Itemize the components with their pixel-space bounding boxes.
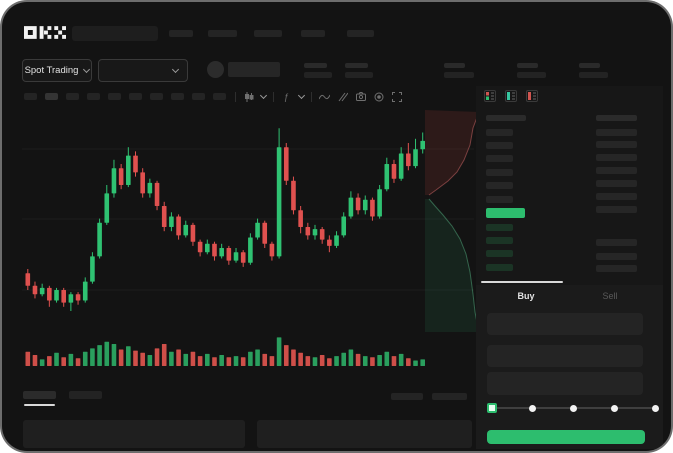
orderbook-row[interactable]: [596, 154, 637, 162]
nav-item[interactable]: [169, 30, 193, 37]
last-price-badge[interactable]: [486, 208, 525, 218]
nav-item[interactable]: [254, 30, 282, 37]
pair-dropdown[interactable]: [98, 59, 188, 82]
line-tool-icon[interactable]: [319, 91, 330, 102]
book-price-header: [486, 115, 526, 121]
orderbook-row[interactable]: [486, 236, 513, 244]
amount-input[interactable]: [487, 345, 643, 367]
market-type-dropdown[interactable]: Spot Trading: [22, 59, 92, 82]
active-tab-indicator: [481, 281, 563, 283]
orderbook-row[interactable]: [486, 128, 513, 136]
slider-stop-dot[interactable]: [528, 404, 536, 412]
bottom-action[interactable]: [432, 393, 467, 400]
stat-value: [304, 72, 332, 78]
orderbook-row[interactable]: [596, 193, 637, 200]
timeframe-button[interactable]: [171, 93, 184, 100]
nav-item[interactable]: [208, 30, 237, 37]
timeframe-button[interactable]: [24, 93, 37, 100]
orderbook-row[interactable]: [596, 265, 637, 272]
buy-submit-button[interactable]: [487, 430, 645, 444]
stat-label: [579, 63, 600, 68]
stat-value: [444, 72, 474, 78]
orderbook-row[interactable]: [486, 155, 513, 163]
stat-label: [517, 63, 538, 68]
nav-item[interactable]: [301, 30, 325, 37]
stat-label: [304, 63, 327, 68]
timeframe-button[interactable]: [87, 93, 100, 100]
divider: [311, 91, 312, 102]
stat-label: [444, 63, 465, 68]
candles-style-icon[interactable]: [243, 91, 254, 102]
tab-buy[interactable]: Buy: [517, 291, 535, 301]
orderbook-row[interactable]: [486, 263, 513, 271]
orderbook-row[interactable]: [486, 250, 513, 258]
drawing-tools-icon[interactable]: [337, 91, 348, 102]
pair-name-placeholder: [228, 62, 280, 77]
orderbook-row[interactable]: [486, 182, 513, 190]
orderbook-row[interactable]: [596, 180, 637, 188]
orderbook-row[interactable]: [596, 253, 637, 260]
orderbook-row[interactable]: [596, 205, 637, 213]
orderbook-row[interactable]: [596, 238, 637, 246]
book-bids-icon[interactable]: [505, 90, 517, 102]
nav-item[interactable]: [347, 30, 374, 37]
stat-label: [345, 63, 368, 68]
bottom-tab-active[interactable]: [23, 391, 56, 399]
chart-toolbar: ƒ: [235, 91, 402, 102]
indicators-icon[interactable]: ƒ: [283, 91, 289, 102]
orderbook-row[interactable]: [486, 168, 513, 176]
price-input[interactable]: [487, 313, 643, 335]
fullscreen-icon[interactable]: [391, 91, 402, 102]
book-combined-icon[interactable]: [484, 90, 496, 102]
timeframe-button[interactable]: [129, 93, 142, 100]
search-input[interactable]: [72, 26, 158, 41]
total-input[interactable]: [487, 372, 643, 395]
stat-value: [345, 72, 373, 78]
tab-sell[interactable]: Sell: [602, 291, 618, 301]
orderbook-row[interactable]: [486, 195, 513, 203]
trade-form-panel: [476, 285, 663, 449]
stat-value: [517, 72, 546, 78]
bottom-tab[interactable]: [69, 391, 102, 399]
orderbook-row[interactable]: [596, 141, 637, 149]
settings-icon[interactable]: [373, 91, 384, 102]
bottom-panel-right: [257, 420, 472, 448]
divider: [235, 91, 236, 102]
okx-logo[interactable]: [24, 26, 66, 39]
timeframe-button[interactable]: [108, 93, 121, 100]
slider-stop-dot[interactable]: [651, 404, 659, 412]
slider-stop-dot[interactable]: [569, 404, 577, 412]
orderbook-mode-toggle: [484, 90, 538, 102]
book-asks-icon[interactable]: [526, 90, 538, 102]
amount-slider-handle[interactable]: [487, 403, 497, 413]
divider: [273, 91, 274, 102]
bottom-action[interactable]: [391, 393, 423, 400]
orderbook-row[interactable]: [596, 128, 637, 136]
snapshot-icon[interactable]: [355, 91, 366, 102]
orderbook-row[interactable]: [596, 167, 637, 175]
bottom-tab-underline: [24, 404, 55, 406]
timeframe-button[interactable]: [45, 93, 58, 100]
timeframe-button[interactable]: [150, 93, 163, 100]
orderbook-row[interactable]: [486, 223, 513, 231]
book-amount-header: [596, 115, 637, 121]
timeframe-button[interactable]: [66, 93, 79, 100]
slider-stop-dot[interactable]: [610, 404, 618, 412]
bottom-panel-left: [23, 420, 245, 448]
orderbook-row[interactable]: [486, 141, 513, 149]
stat-value: [579, 72, 608, 78]
timeframe-button[interactable]: [192, 93, 205, 100]
market-type-label: Spot Trading: [24, 65, 79, 76]
coin-avatar: [207, 61, 224, 78]
timeframe-button[interactable]: [213, 93, 226, 100]
